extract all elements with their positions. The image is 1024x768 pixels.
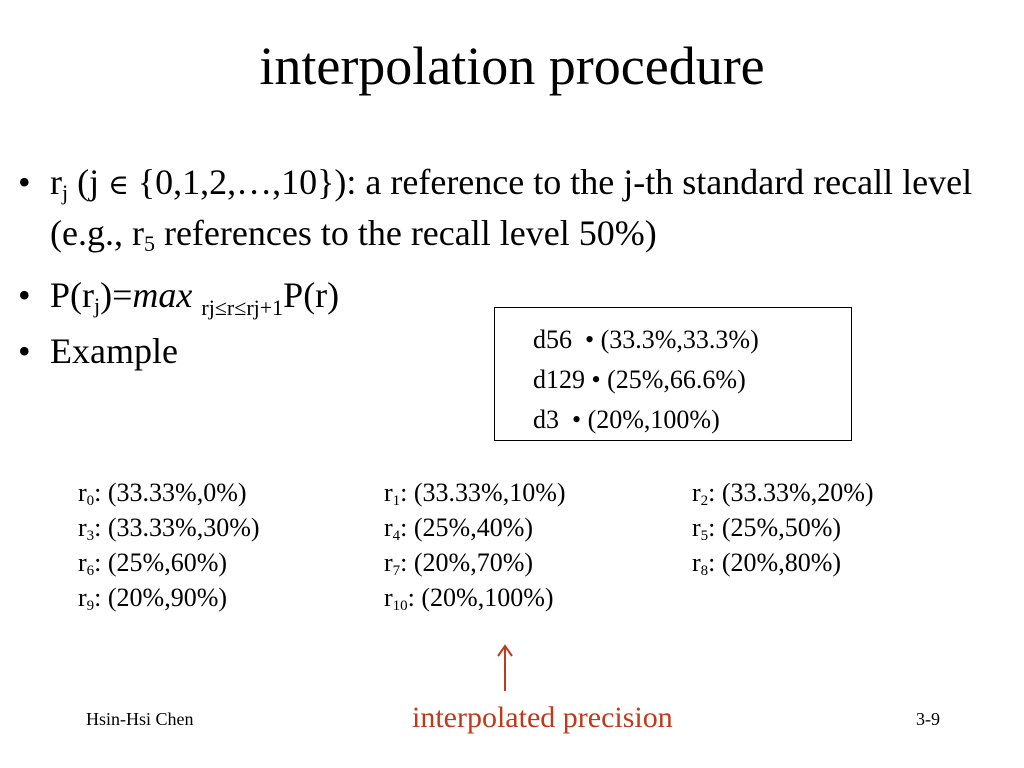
r-subscript: j: [62, 180, 69, 205]
r-symbol: r: [78, 583, 87, 612]
level-subscript: 3: [86, 528, 95, 544]
bullet-item-formula: • P(rj)=max rj≤r≤rj+1P(r): [18, 271, 1018, 319]
level-subscript: 7: [392, 563, 401, 579]
retrieved-docs-box: d56 • (33.3%,33.3%) d129 • (25%,66.6%) d…: [494, 307, 852, 441]
level-value: : (20%,90%): [94, 583, 228, 612]
up-arrow-icon: [497, 644, 513, 691]
recall-level-item: r4: (25%,40%): [384, 510, 533, 545]
r-symbol: r: [78, 548, 87, 577]
doc-id: d3: [533, 405, 572, 434]
doc-id: d56: [533, 325, 585, 354]
r-symbol: r: [692, 513, 701, 542]
recall-level-item: r0: (33.33%,0%): [78, 475, 247, 510]
box-row: d3 • (20%,100%): [533, 400, 851, 440]
doc-value: (25%,66.6%): [600, 365, 746, 394]
formula-range-subscript: rj≤r≤rj+1: [201, 295, 284, 320]
level-value: : (33.33%,0%): [94, 478, 247, 507]
r-symbol: r: [50, 162, 62, 202]
doc-value: (33.3%,33.3%): [594, 325, 759, 354]
example-label: Example: [50, 331, 178, 371]
level-value: : (20%,100%): [407, 583, 554, 612]
dot-icon: •: [572, 405, 582, 434]
r-symbol: r: [384, 583, 393, 612]
level-value: : (25%,60%): [94, 548, 228, 577]
level-subscript: 2: [700, 493, 709, 509]
bullet-text-open: (j: [68, 162, 109, 202]
level-subscript: 5: [700, 528, 709, 544]
dot-icon: •: [585, 325, 595, 354]
page-number: 3-9: [916, 709, 940, 729]
level-value: : (33.33%,10%): [400, 478, 566, 507]
bullet-item-recall-reference: • rj (j ∈ {0,1,2,…,10}): a reference to …: [18, 158, 1018, 257]
element-of-icon: ∈: [108, 168, 129, 201]
level-subscript: 6: [86, 563, 95, 579]
level-subscript: 0: [86, 493, 95, 509]
formula-max: max: [132, 275, 193, 315]
level-value: : (33.33%,30%): [94, 513, 260, 542]
footer-author: Hsin-Hsi Chen: [86, 709, 194, 729]
bullet-icon: •: [18, 331, 31, 371]
recall-level-item: r9: (20%,90%): [78, 580, 227, 615]
box-row: d56 • (33.3%,33.3%): [533, 320, 851, 360]
r-symbol: r: [384, 548, 393, 577]
formula-p-close: )=: [100, 275, 133, 315]
bullet-icon: •: [18, 162, 31, 202]
level-subscript: 8: [700, 563, 709, 579]
level-subscript: 1: [392, 493, 401, 509]
formula-tail: P(r): [283, 275, 340, 315]
doc-value: (20%,100%): [581, 405, 720, 434]
level-value: : (20%,70%): [400, 548, 534, 577]
bullet-text-set: {0,1,2,…,10}): a reference to the j-th s…: [50, 162, 973, 253]
recall-level-item: r6: (25%,60%): [78, 545, 227, 580]
r5-subscript: 5: [143, 231, 155, 256]
r-symbol: r: [692, 548, 701, 577]
level-subscript: 10: [392, 598, 408, 614]
recall-level-item: r8: (20%,80%): [692, 545, 841, 580]
box-row: d129 • (25%,66.6%): [533, 360, 851, 400]
r-symbol: r: [384, 478, 393, 507]
dot-icon: •: [591, 365, 601, 394]
bullet-icon: •: [18, 275, 31, 315]
slide-title: interpolation procedure: [259, 36, 765, 96]
level-value: : (33.33%,20%): [708, 478, 874, 507]
recall-level-item: r2: (33.33%,20%): [692, 475, 874, 510]
level-value: : (20%,80%): [708, 548, 842, 577]
formula-j-subscript: j: [94, 293, 101, 318]
recall-level-item: r1: (33.33%,10%): [384, 475, 566, 510]
r-symbol: r: [384, 513, 393, 542]
recall-level-item: r7: (20%,70%): [384, 545, 533, 580]
level-subscript: 9: [86, 598, 95, 614]
level-subscript: 4: [392, 528, 401, 544]
doc-id: d129: [533, 365, 592, 394]
level-value: : (25%,50%): [708, 513, 842, 542]
r-symbol: r: [78, 478, 87, 507]
level-value: : (25%,40%): [400, 513, 534, 542]
bullet-text-rest: references to the recall level 50%): [154, 213, 657, 253]
recall-level-item: r3: (33.33%,30%): [78, 510, 260, 545]
r-symbol: r: [692, 478, 701, 507]
formula-p-open: P(r: [50, 275, 94, 315]
recall-level-item: r5: (25%,50%): [692, 510, 841, 545]
interpolated-precision-label: interpolated precision: [412, 701, 673, 734]
bullet-list: • rj (j ∈ {0,1,2,…,10}): a reference to …: [18, 158, 1018, 375]
recall-level-item: r10: (20%,100%): [384, 580, 554, 615]
bullet-item-example: • Example: [18, 327, 1018, 375]
r-symbol: r: [78, 513, 87, 542]
